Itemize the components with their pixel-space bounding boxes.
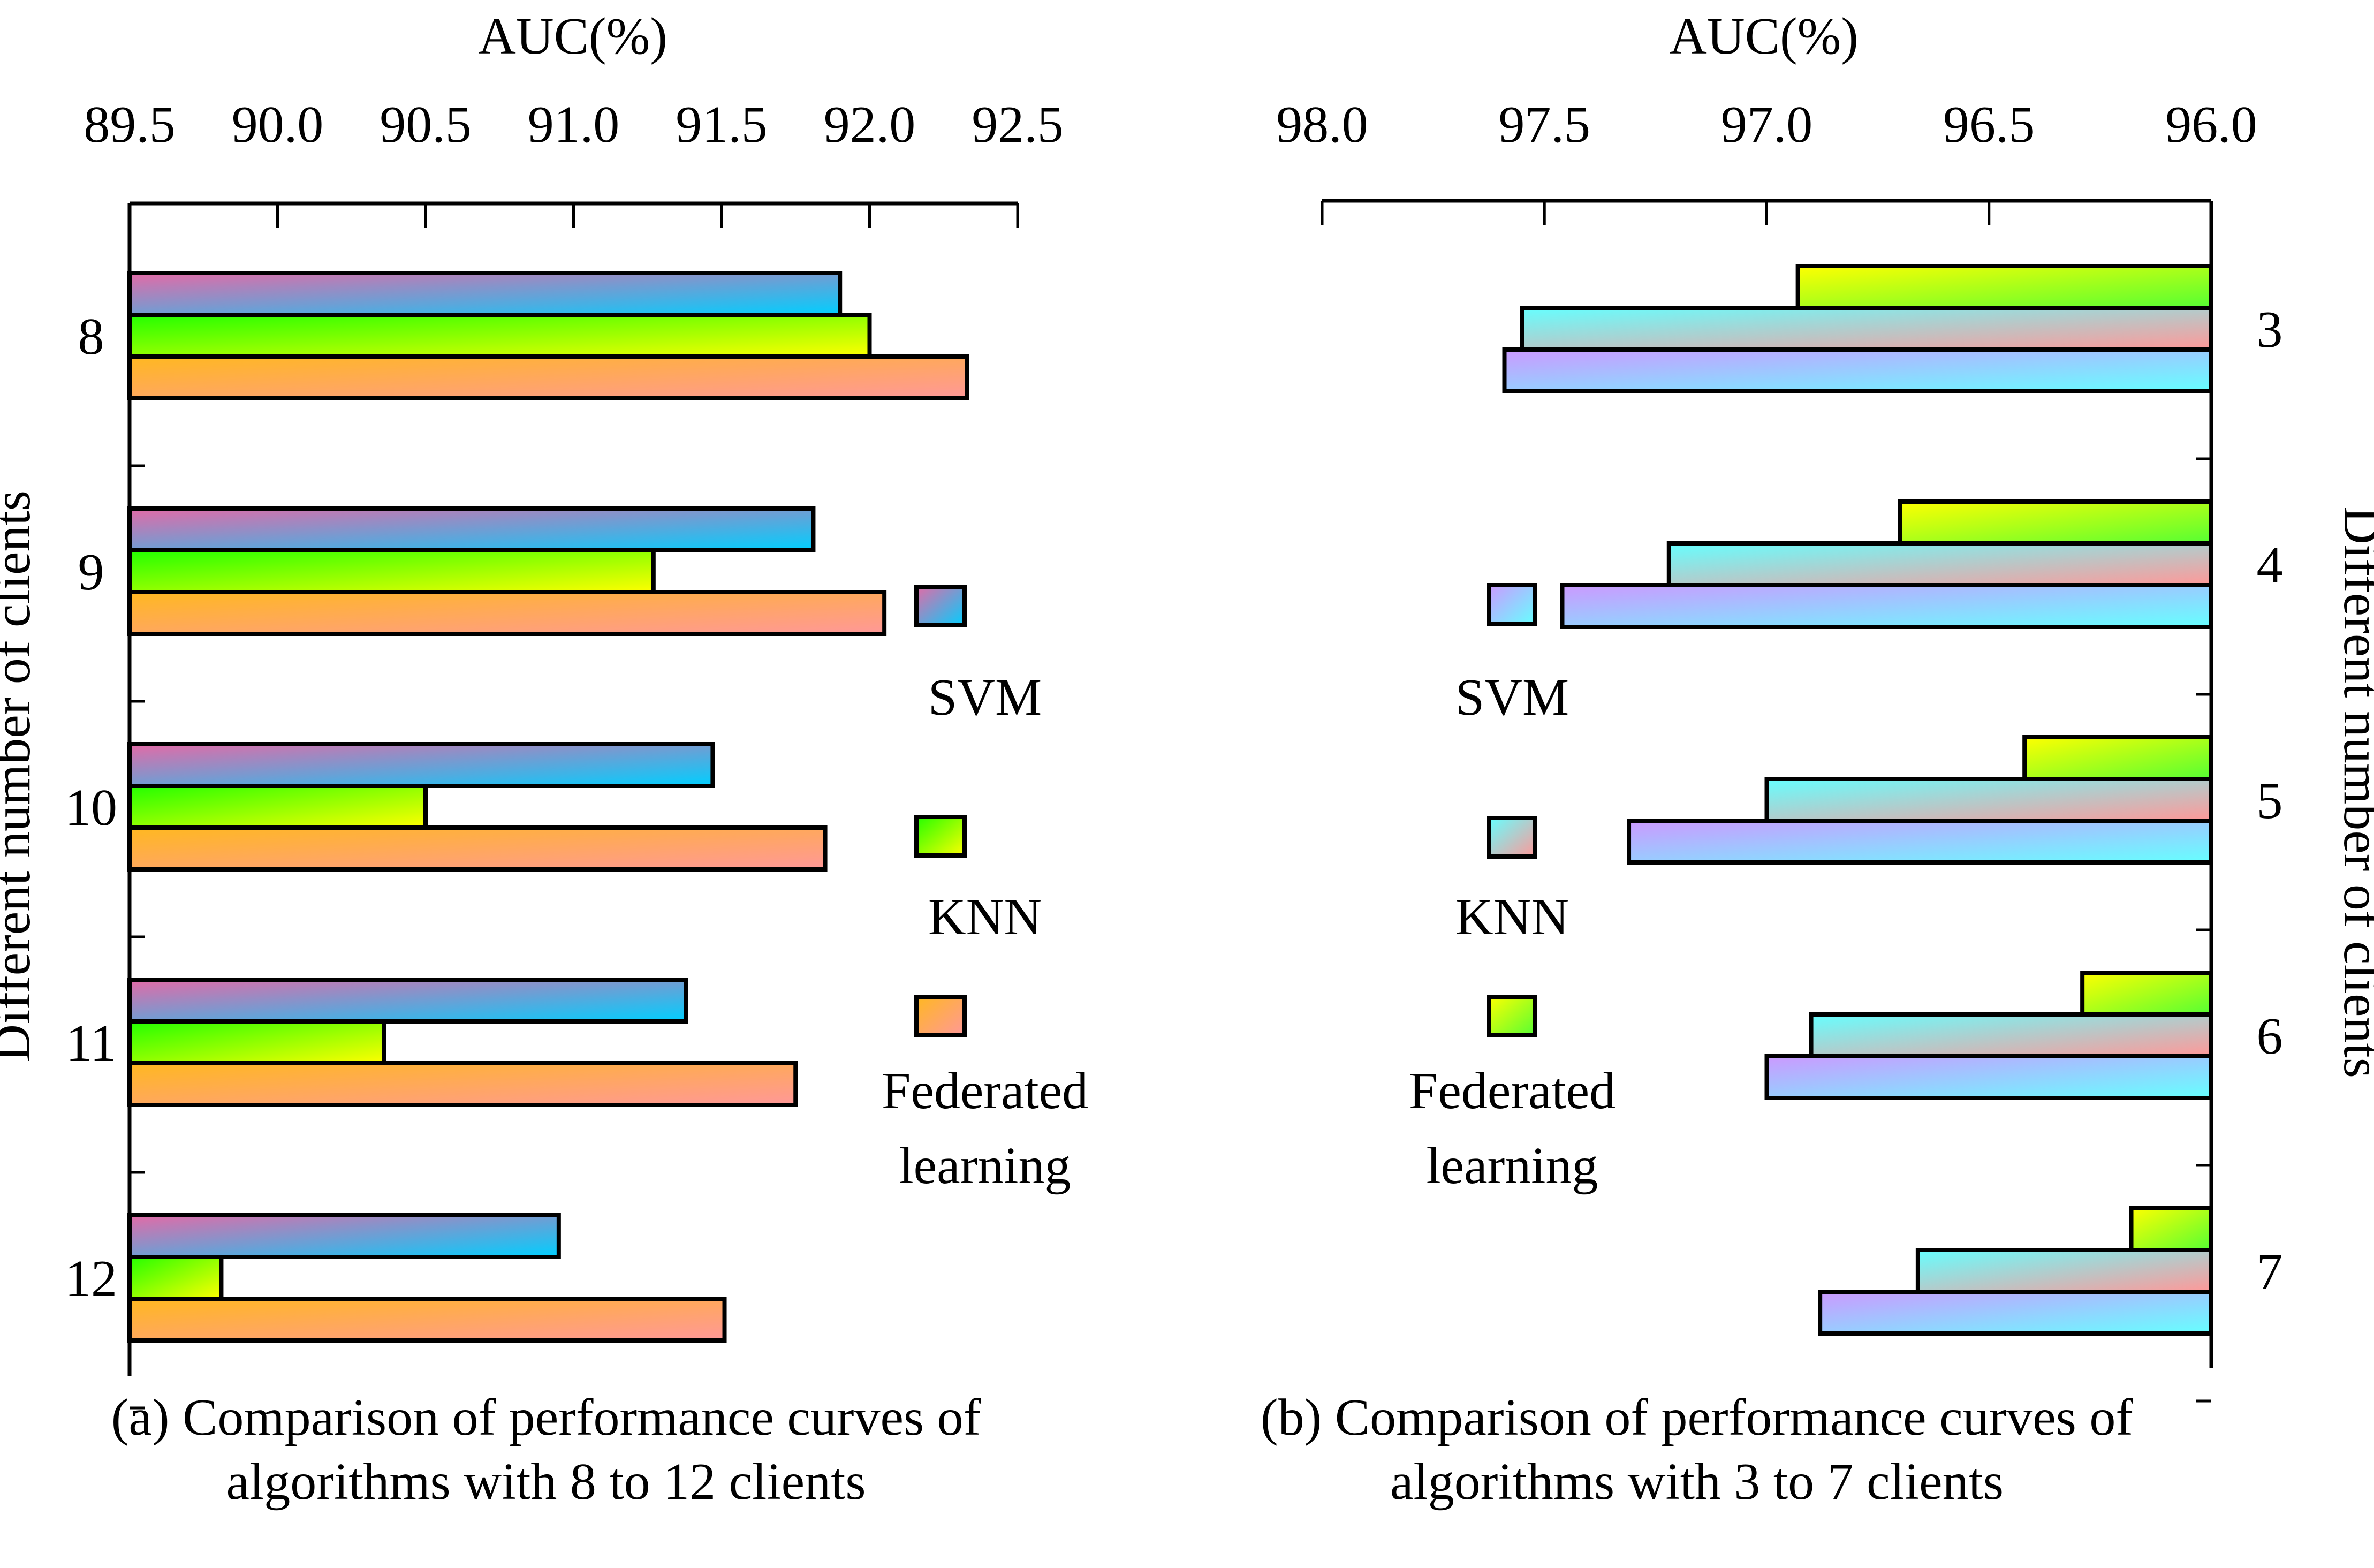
- x-tick-label: 92.0: [824, 96, 916, 154]
- bar-svm-6: [1764, 1054, 2213, 1100]
- legend-swatch-svm: [914, 585, 967, 627]
- legend-swatch-federated-learning: [914, 995, 967, 1037]
- bar-svm-7: [1818, 1290, 2213, 1336]
- y-axis-title: Different number of clients: [0, 490, 41, 1062]
- bar-federated-learning-6: [2080, 971, 2214, 1017]
- legend-swatch-knn: [1487, 816, 1537, 859]
- x-tick-label: 90.0: [232, 96, 324, 154]
- bar-svm-11: [127, 978, 688, 1024]
- category-label: 7: [2257, 1243, 2283, 1301]
- category-label: 12: [65, 1250, 117, 1308]
- bar-knn-12: [127, 1255, 224, 1301]
- category-label: 6: [2257, 1008, 2283, 1065]
- bar-svm-4: [1560, 583, 2213, 629]
- panel-a-chart: AUC(%) 89.5 90.0 90.5 91.0 91.5 92.0 92.5 Differ…: [0, 7, 1088, 1511]
- x-tick-label: 91.5: [676, 96, 768, 154]
- bar-knn-6: [1809, 1012, 2214, 1058]
- legend-label: learning: [1426, 1137, 1598, 1195]
- bar-svm-5: [1627, 819, 2213, 865]
- bar-knn-7: [1915, 1248, 2214, 1294]
- category-label: 11: [66, 1014, 116, 1072]
- panel-caption: algorithms with 3 to 7 clients: [1390, 1453, 2004, 1511]
- bar-federated-learning-5: [2022, 735, 2213, 781]
- x-tick-label: 96.5: [1943, 96, 2035, 154]
- category-label: 10: [65, 779, 117, 837]
- bar-federated-learning-9: [127, 590, 887, 636]
- panel-caption: (b) Comparison of performance curves of: [1261, 1389, 2133, 1446]
- bar-knn-9: [127, 548, 656, 594]
- bar-svm-3: [1502, 347, 2213, 393]
- legend-swatch-federated-learning: [1487, 995, 1537, 1037]
- x-tick-label: 98.0: [1276, 96, 1368, 154]
- legend-label: learning: [899, 1137, 1071, 1195]
- legend-swatch-svm: [1487, 583, 1537, 626]
- bar-svm-8: [127, 271, 843, 317]
- category-label: 4: [2257, 536, 2283, 594]
- legend-label: SVM: [928, 669, 1042, 726]
- x-tick-label: 89.5: [84, 96, 176, 154]
- category-label: 9: [78, 543, 104, 601]
- legend-label: KNN: [928, 888, 1042, 946]
- y-axis-title: Different number of clients: [2333, 506, 2374, 1078]
- bar-svm-9: [127, 506, 816, 552]
- panel-b-chart: AUC(%) 98.0 97.5 97.0 96.5 96.0 Different numb…: [1261, 7, 2374, 1511]
- bar-knn-3: [1520, 306, 2214, 352]
- legend-label: Federated: [882, 1062, 1088, 1120]
- bar-federated-learning-3: [1795, 264, 2213, 310]
- bar-federated-learning-7: [2129, 1206, 2214, 1252]
- legend-label: SVM: [1455, 669, 1569, 726]
- bar-federated-learning-12: [127, 1297, 727, 1343]
- x-tick-label: 90.5: [380, 96, 472, 154]
- x-tick-label: 92.5: [972, 96, 1064, 154]
- category-label: 3: [2257, 301, 2283, 359]
- bar-federated-learning-11: [127, 1061, 798, 1107]
- x-tick-label: 97.0: [1721, 96, 1813, 154]
- bar-knn-4: [1666, 541, 2214, 587]
- bar-federated-learning-4: [1898, 499, 2213, 546]
- x-tick-label: 97.5: [1499, 96, 1591, 154]
- bar-svm-10: [127, 742, 715, 788]
- x-axis-title: AUC(%): [478, 7, 668, 65]
- panel-caption: algorithms with 8 to 12 clients: [226, 1453, 866, 1511]
- bar-federated-learning-8: [127, 354, 969, 400]
- category-label: 5: [2257, 772, 2283, 830]
- panel-caption: (a) Comparison of performance curves of: [111, 1389, 981, 1446]
- legend-swatch-knn: [914, 815, 967, 858]
- bar-knn-5: [1764, 777, 2213, 823]
- bar-knn-8: [127, 313, 872, 359]
- bar-knn-11: [127, 1019, 386, 1065]
- x-tick-label: 96.0: [2165, 96, 2257, 154]
- x-axis-title: AUC(%): [1669, 7, 1859, 65]
- legend-label: KNN: [1455, 888, 1569, 946]
- bar-svm-12: [127, 1213, 561, 1259]
- bar-knn-10: [127, 784, 428, 830]
- category-label: 8: [78, 308, 104, 366]
- bar-federated-learning-10: [127, 825, 828, 872]
- legend-label: Federated: [1409, 1062, 1615, 1120]
- x-tick-label: 91.0: [528, 96, 620, 154]
